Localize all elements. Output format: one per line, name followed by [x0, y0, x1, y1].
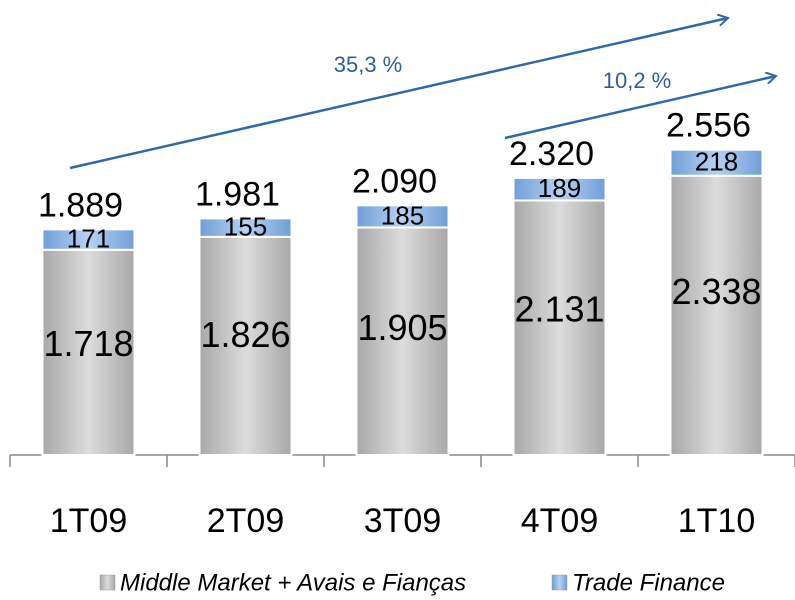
growth-arrow [69, 18, 728, 170]
legend-label: Middle Market + Avais e Fianças [120, 569, 466, 596]
value-label: 1.826 [200, 314, 290, 355]
bar-segment [669, 174, 764, 456]
value-label: 185 [381, 200, 424, 230]
growth-arrow [504, 76, 776, 140]
bar-segment [198, 235, 293, 456]
x-tick-label: 2T09 [207, 502, 285, 540]
value-label: 218 [695, 147, 738, 177]
annotation: 35,3 % [334, 52, 403, 77]
total-label: 2.556 [666, 107, 751, 145]
bar-segment [512, 176, 607, 202]
value-label: 189 [538, 173, 581, 203]
bar-segment [41, 228, 136, 251]
bar-segment [198, 217, 293, 238]
legend-swatch [551, 574, 568, 591]
total-label: 1.981 [195, 175, 280, 213]
total-label: 2.090 [352, 162, 437, 200]
x-tick-label: 1T09 [50, 502, 128, 540]
value-label: 155 [224, 212, 267, 242]
bar-segment [355, 204, 450, 229]
value-label: 1.718 [43, 323, 133, 364]
total-label: 2.320 [509, 135, 594, 173]
x-tick-label: 1T10 [678, 502, 756, 540]
bar-segment [512, 199, 607, 456]
annotation: 10,2 % [603, 68, 672, 93]
x-tick-label: 4T09 [521, 502, 599, 540]
bar-segment [669, 148, 764, 177]
bar-segment [355, 226, 450, 456]
value-label: 171 [67, 223, 110, 253]
total-label: 1.889 [38, 186, 123, 224]
x-tick-label: 3T09 [364, 502, 442, 540]
bar-segment [41, 248, 136, 456]
value-label: 1.905 [357, 307, 447, 348]
legend-label: Trade Finance [572, 569, 725, 596]
value-label: 2.131 [514, 288, 604, 329]
legend-swatch [99, 574, 116, 591]
value-label: 2.338 [671, 271, 761, 312]
